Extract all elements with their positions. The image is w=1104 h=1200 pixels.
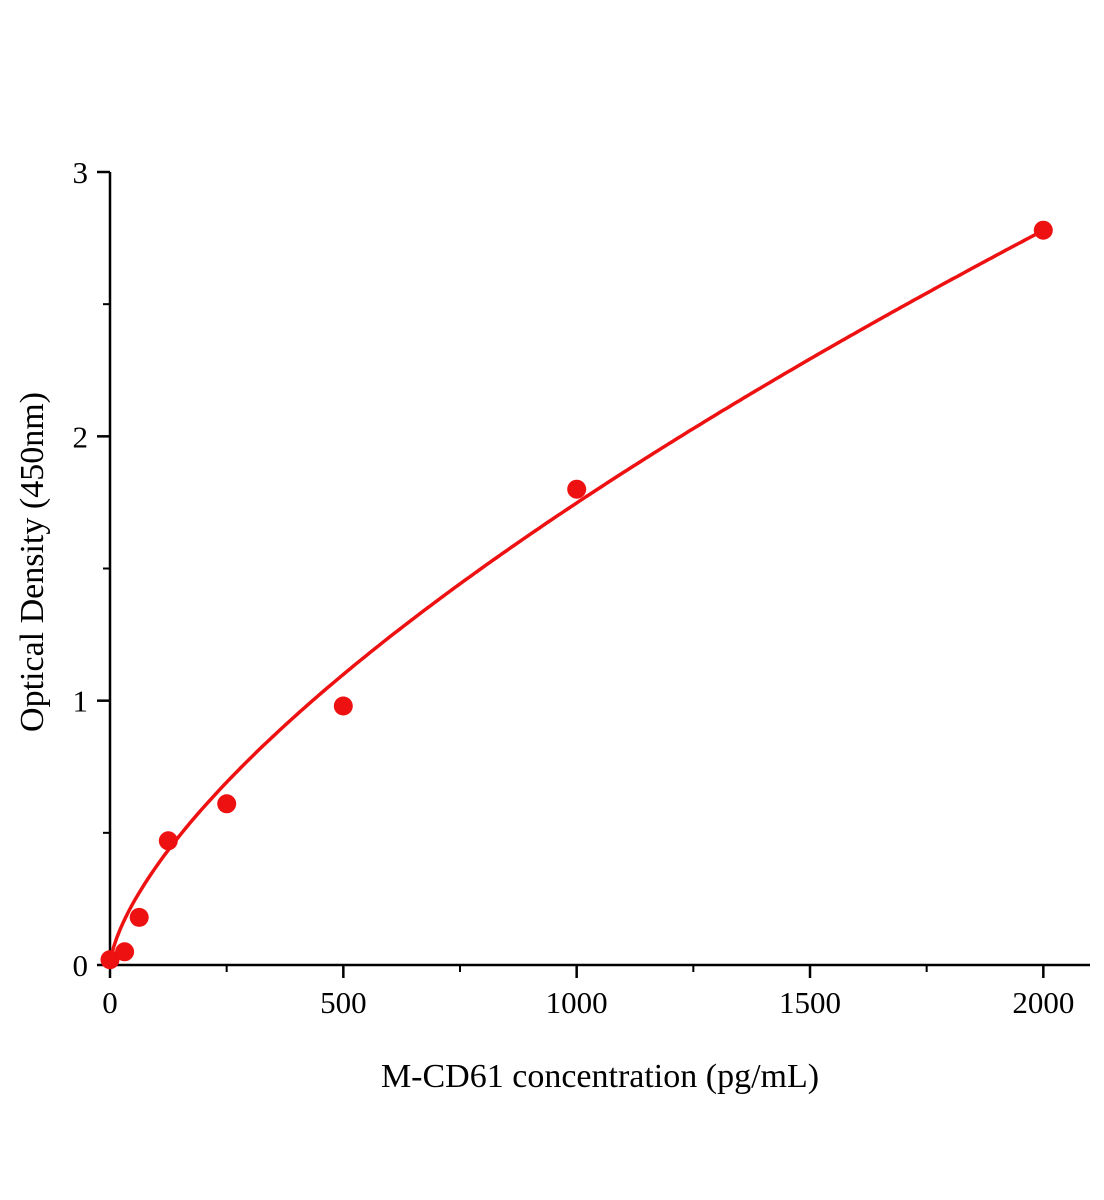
x-tick-label: 1000 xyxy=(546,985,608,1020)
data-point xyxy=(129,907,149,927)
x-tick-label: 2000 xyxy=(1012,985,1074,1020)
y-axis-label: Optical Density (450nm) xyxy=(14,392,51,732)
x-tick-label: 0 xyxy=(102,985,118,1020)
data-point xyxy=(158,831,178,851)
data-point xyxy=(217,794,237,814)
data-point xyxy=(567,479,587,499)
y-tick-label: 2 xyxy=(73,419,89,454)
data-point xyxy=(115,942,135,962)
data-point xyxy=(100,950,120,970)
y-tick-label: 0 xyxy=(73,948,89,983)
y-tick-label: 3 xyxy=(73,155,89,190)
x-tick-label: 500 xyxy=(320,985,367,1020)
data-point xyxy=(333,696,353,716)
x-axis-label: M-CD61 concentration (pg/mL) xyxy=(380,1058,820,1095)
data-point xyxy=(1033,220,1053,240)
fit-curve xyxy=(108,228,1046,963)
y-tick-label: 1 xyxy=(73,684,89,719)
x-tick-label: 1500 xyxy=(779,985,841,1020)
